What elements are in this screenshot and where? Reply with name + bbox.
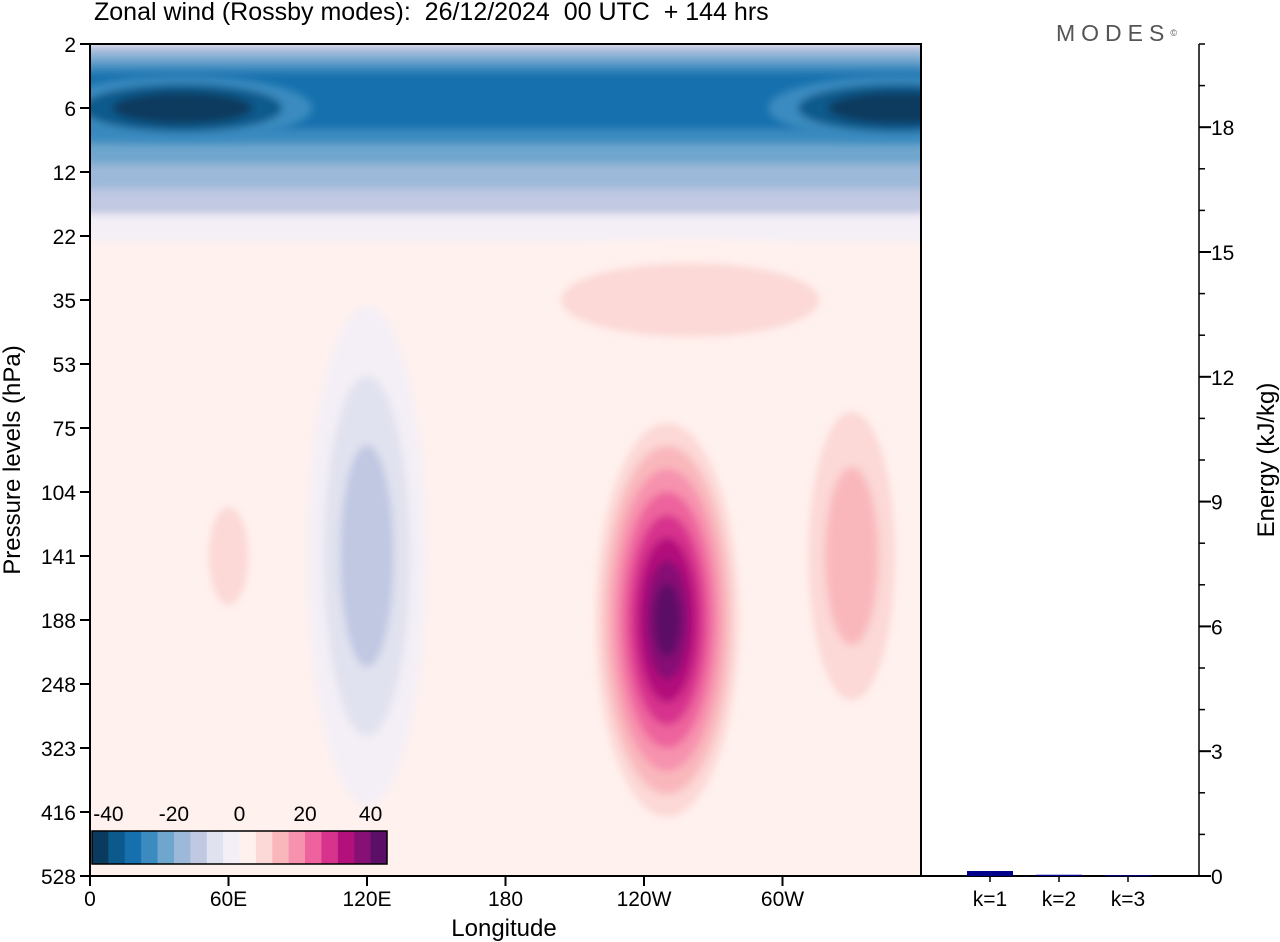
colorbar-swatch: [272, 831, 290, 864]
energy-tick-label: 0: [1211, 866, 1223, 889]
logo-text: MODES: [1056, 20, 1171, 46]
energy-bar: [1036, 874, 1082, 876]
strat-edge: [90, 214, 921, 242]
colorbar-swatch: [239, 831, 257, 864]
energy-tick-label: 18: [1211, 117, 1234, 140]
energy-category-label: k=1: [973, 888, 1007, 911]
colorbar-tick-label: 40: [359, 803, 382, 826]
colorbar-swatch: [157, 831, 175, 864]
colorbar-swatch: [173, 831, 191, 864]
energy-category-label: k=2: [1042, 888, 1076, 911]
x-tick-label: 120W: [617, 888, 672, 911]
chart-title: Zonal wind (Rossby modes): 26/12/2024 00…: [94, 0, 769, 26]
y-tick-label: 416: [41, 802, 76, 825]
colorbar-tick-label: 20: [293, 803, 316, 826]
energy-tick-label: 6: [1211, 616, 1223, 639]
y-tick-label: 323: [41, 738, 76, 761]
colorbar-swatch: [305, 831, 322, 864]
y-tick-label: 12: [53, 162, 76, 185]
colorbar-swatch: [337, 831, 355, 864]
energy-axis-title: Energy (kJ/kg): [1253, 383, 1280, 538]
colorbar-legend: -40 -20 0 20 40: [91, 803, 388, 865]
strat-core-0-2: [112, 92, 253, 124]
y-tick-label: 53: [53, 354, 76, 377]
colorbar-swatch: [124, 831, 142, 864]
energy-category-label: k=3: [1111, 888, 1145, 911]
energy-tick-label: 15: [1211, 242, 1234, 265]
colorbar-swatch: [321, 831, 339, 864]
colorbar-frame: [91, 830, 388, 865]
stratosphere-layers: [90, 44, 921, 242]
contour-3-3: [825, 467, 879, 645]
copyright-mark: ©: [1170, 28, 1177, 38]
y-tick-label: 188: [41, 610, 76, 633]
colorbar-swatch: [108, 831, 126, 864]
x-tick-label: 0: [84, 888, 96, 911]
colorbar-tick-label: -20: [159, 803, 189, 826]
contour-6-2: [560, 263, 820, 337]
colorbar-swatch: [370, 831, 388, 864]
contour-5-3: [340, 444, 394, 668]
x-tick-label: 60W: [761, 888, 804, 911]
y-tick-label: 6: [64, 98, 76, 121]
longitude-axis: 0 60E 120E 180 120W 60W: [84, 876, 804, 911]
heatmap-panel: [90, 44, 921, 876]
y-tick-label: 75: [53, 418, 76, 441]
colorbar-swatch: [354, 831, 372, 864]
energy-bar: [1105, 875, 1151, 877]
x-tick-label: 180: [488, 888, 523, 911]
feature-contours: [90, 76, 921, 840]
energy-bar: [967, 871, 1013, 876]
colorbar-tick-label: -40: [93, 803, 123, 826]
x-tick-label: 120E: [342, 888, 391, 911]
x-tick-label: 60E: [210, 888, 247, 911]
colorbar-swatch: [92, 831, 109, 864]
y-tick-label: 141: [41, 546, 76, 569]
colorbar-swatch: [206, 831, 224, 864]
y-axis-title: Pressure levels (hPa): [0, 345, 26, 574]
colorbar-tick-label: 0: [234, 803, 246, 826]
energy-tick-label: 3: [1211, 741, 1223, 764]
energy-tick-label: 9: [1211, 492, 1223, 515]
y-tick-label: 35: [53, 290, 76, 313]
y-tick-label: 528: [41, 866, 76, 889]
colorbar-swatch: [190, 831, 208, 864]
y-tick-label: 104: [41, 482, 76, 505]
colorbar-swatch: [255, 831, 273, 864]
colorbar-swatch: [288, 831, 306, 864]
y-tick-label: 248: [41, 674, 76, 697]
energy-tick-label: 12: [1211, 367, 1234, 390]
colorbar-swatch: [223, 831, 240, 864]
modes-logo: MODES©: [1056, 20, 1177, 46]
y-tick-label: 2: [64, 34, 76, 57]
contour-2-9: [653, 583, 681, 657]
y-tick-label: 22: [53, 226, 76, 249]
x-axis-title: Longitude: [451, 915, 556, 942]
contour-4-2: [208, 506, 249, 606]
colorbar-swatch: [141, 831, 159, 864]
strat-core-1-2: [827, 92, 921, 124]
energy-bar-panel: 0 3 6 9 12 15 18 k=1 k=2 k=3: [921, 43, 1234, 911]
pressure-axis: 2 6 12 22 35 53 75 104 141 188 248 323 416 528: [41, 34, 90, 889]
